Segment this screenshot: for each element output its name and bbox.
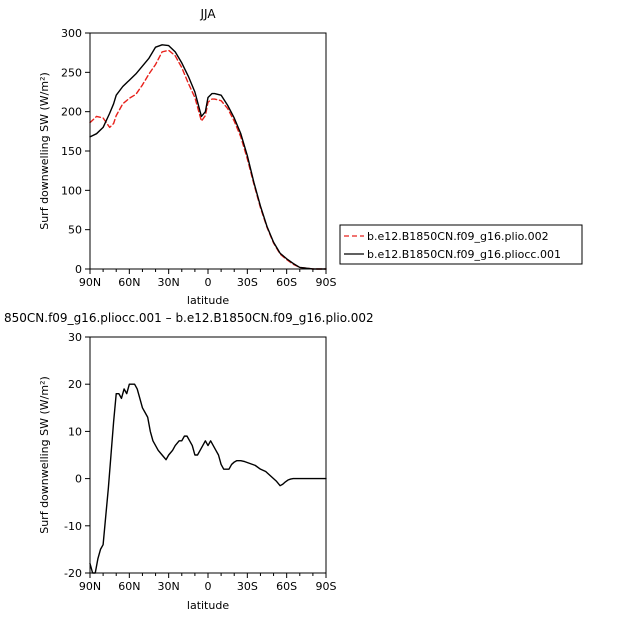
top-x-tick-label: 90N — [79, 276, 101, 289]
top-plot-frame — [89, 32, 327, 270]
bottom-panel: 850CN.f09_g16.pliocc.001 – b.e12.B1850CN… — [4, 311, 374, 612]
top-x-tick-label: 60N — [118, 276, 140, 289]
top-y-tick-label: 300 — [61, 27, 82, 40]
bottom-x-tick-label: 60N — [118, 580, 140, 593]
bottom-x-tick-label: 90S — [316, 580, 337, 593]
top-x-tick-label: 30N — [158, 276, 180, 289]
bottom-y-tick-label: -10 — [64, 520, 82, 533]
bottom-series-group — [89, 383, 327, 574]
top-x-axis: 90N 60N 30N 0 30S 60S 90S — [79, 269, 337, 289]
top-y-tick-label: 250 — [61, 66, 82, 79]
bottom-y-tick-label: 30 — [68, 331, 82, 344]
top-series-line-2 — [89, 44, 327, 270]
top-x-tick-label: 0 — [205, 276, 212, 289]
bottom-y-axis: -20 -10 0 10 20 30 — [64, 331, 90, 580]
top-y-tick-label: 0 — [75, 263, 82, 276]
top-series-group — [89, 44, 327, 270]
bottom-y-tick-label: 10 — [68, 425, 82, 438]
top-x-tick-label: 30S — [237, 276, 258, 289]
bottom-y-tick-label: 20 — [68, 378, 82, 391]
top-y-tick-label: 100 — [61, 184, 82, 197]
bottom-x-tick-label: 0 — [205, 580, 212, 593]
bottom-x-axis: 90N 60N 30N 0 30S 60S 90S — [79, 573, 337, 593]
legend-label-series-2: b.e12.B1850CN.f09_g16.pliocc.001 — [367, 248, 561, 261]
legend-label-series-1: b.e12.B1850CN.f09_g16.plio.002 — [367, 230, 549, 243]
bottom-y-tick-label: -20 — [64, 567, 82, 580]
bottom-x-tick-label: 30N — [158, 580, 180, 593]
bottom-x-tick-label: 60S — [276, 580, 297, 593]
top-x-tick-label: 60S — [276, 276, 297, 289]
top-plot-title: JJA — [199, 7, 216, 21]
bottom-series-line-1 — [89, 383, 327, 574]
top-x-tick-label: 90S — [316, 276, 337, 289]
bottom-plot-title: 850CN.f09_g16.pliocc.001 – b.e12.B1850CN… — [4, 311, 374, 325]
bottom-y-axis-title: Surf downwelling SW (W/m²) — [38, 376, 51, 534]
top-y-tick-label: 200 — [61, 106, 82, 119]
legend-box — [339, 224, 583, 265]
top-x-axis-title: latitude — [187, 294, 229, 307]
top-y-axis-title: Surf downwelling SW (W/m²) — [38, 72, 51, 230]
bottom-x-tick-label: 30S — [237, 580, 258, 593]
top-y-tick-label: 50 — [68, 224, 82, 237]
bottom-x-tick-label: 90N — [79, 580, 101, 593]
bottom-plot-frame — [89, 336, 327, 574]
bottom-x-axis-title: latitude — [187, 599, 229, 612]
legend: b.e12.B1850CN.f09_g16.plio.002 b.e12.B18… — [339, 224, 583, 265]
top-y-tick-label: 150 — [61, 145, 82, 158]
top-y-axis: 0 50 100 150 200 250 300 — [61, 27, 90, 276]
bottom-y-tick-label: 0 — [75, 473, 82, 486]
